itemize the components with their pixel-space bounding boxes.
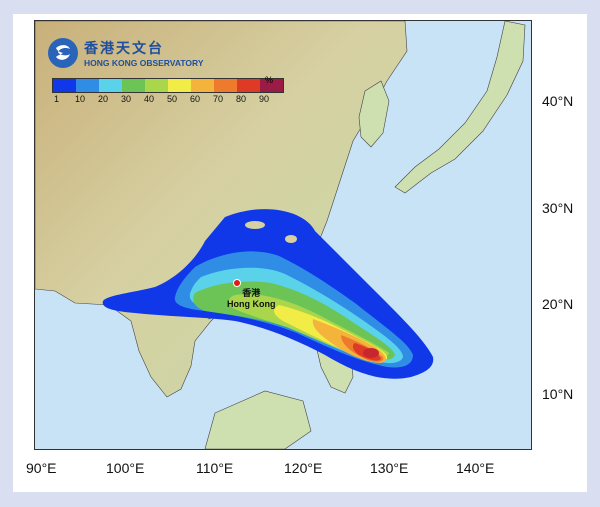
lat-label-40n: 40°N bbox=[542, 93, 574, 109]
lon-label-100e: 100°E bbox=[106, 460, 145, 476]
hong-kong-name-en: Hong Kong bbox=[227, 299, 276, 309]
lon-label-130e: 130°E bbox=[370, 460, 409, 476]
lon-label-110e: 110°E bbox=[196, 460, 234, 476]
logo-name-cn: 香港天文台 bbox=[84, 41, 164, 57]
legend-tick: 80 bbox=[236, 94, 247, 104]
legend-swatch-40 bbox=[145, 79, 168, 92]
hong-kong-marker bbox=[233, 279, 241, 287]
landmass-japan bbox=[394, 21, 526, 194]
hko-logo-icon bbox=[48, 38, 78, 68]
legend-swatch-50 bbox=[168, 79, 191, 92]
lat-label-10n: 10°N bbox=[542, 386, 574, 402]
legend-swatch-10 bbox=[76, 79, 99, 92]
legend-tick: 60 bbox=[190, 94, 201, 104]
lon-label-140e: 140°E bbox=[456, 460, 495, 476]
legend-tick: 90 bbox=[259, 94, 270, 104]
legend-tick: 1 bbox=[54, 94, 60, 104]
legend-swatch-90 bbox=[260, 79, 283, 92]
legend-tick: 10 bbox=[75, 94, 86, 104]
legend-swatch-70 bbox=[214, 79, 237, 92]
prob-gap-1 bbox=[245, 221, 265, 229]
legend-swatch-80 bbox=[237, 79, 260, 92]
hong-kong-label: 香港 Hong Kong bbox=[227, 289, 276, 309]
legend-color-bar bbox=[52, 78, 284, 93]
hong-kong-name-cn: 香港 bbox=[242, 289, 261, 299]
landmass-korea bbox=[358, 80, 390, 148]
legend-unit: % bbox=[265, 75, 274, 85]
prob-band-90 bbox=[363, 348, 379, 358]
legend-ticks: 1 10 20 30 40 50 60 70 80 90 bbox=[52, 93, 284, 105]
legend-swatch-30 bbox=[122, 79, 145, 92]
lon-label-90e: 90°E bbox=[26, 460, 57, 476]
probability-legend: 1 10 20 30 40 50 60 70 80 90 % bbox=[52, 75, 284, 105]
lat-label-20n: 20°N bbox=[542, 296, 574, 312]
legend-tick: 40 bbox=[144, 94, 155, 104]
lon-label-120e: 120°E bbox=[284, 460, 323, 476]
legend-swatch-60 bbox=[191, 79, 214, 92]
legend-swatch-1 bbox=[53, 79, 76, 92]
legend-tick: 50 bbox=[167, 94, 178, 104]
lat-label-30n: 30°N bbox=[542, 200, 574, 216]
logo-name-en: HONG KONG OBSERVATORY bbox=[84, 58, 204, 68]
legend-tick: 30 bbox=[121, 94, 132, 104]
landmass-borneo bbox=[204, 390, 312, 449]
legend-swatch-20 bbox=[99, 79, 122, 92]
legend-tick: 20 bbox=[98, 94, 109, 104]
prob-gap-2 bbox=[285, 235, 297, 243]
hko-logo: 香港天文台 HONG KONG OBSERVATORY bbox=[48, 38, 204, 68]
legend-tick: 70 bbox=[213, 94, 224, 104]
